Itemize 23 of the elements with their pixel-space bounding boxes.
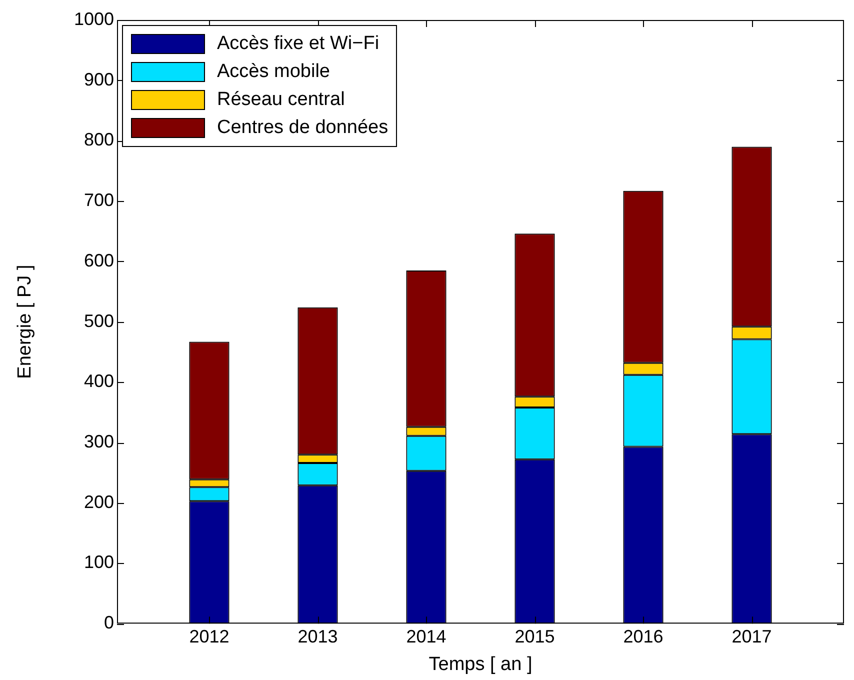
x-tick-label: 2016 xyxy=(623,626,664,646)
y-tick-label: 0 xyxy=(104,612,114,633)
y-tick-label: 600 xyxy=(84,250,114,270)
y-tick-label: 200 xyxy=(84,492,114,512)
legend-label: Accès fixe et Wi−Fi xyxy=(217,33,380,55)
x-tick-label: 2012 xyxy=(189,626,230,646)
x-tick-label: 2013 xyxy=(298,626,338,646)
y-tick-label: 300 xyxy=(84,431,114,452)
x-tick-label: 2015 xyxy=(514,626,555,646)
y-tick-label: 100 xyxy=(84,552,114,572)
y-tick-label: 500 xyxy=(84,310,114,331)
x-tick-label: 2017 xyxy=(732,626,772,646)
legend-label: Centres de données xyxy=(217,117,388,139)
y-tick-label: 900 xyxy=(84,69,114,90)
y-tick-label: 1000 xyxy=(74,8,114,29)
legend-label: Réseau central xyxy=(217,89,345,111)
x-axis-title: Temps [ an ] xyxy=(428,654,532,675)
legend-label: Accès mobile xyxy=(217,61,330,83)
y-axis-title: Energie [ PJ ] xyxy=(14,264,36,379)
y-tick-label: 700 xyxy=(84,190,114,210)
y-tick-label: 400 xyxy=(84,371,114,392)
x-tick-label: 2014 xyxy=(406,626,446,646)
y-tick-label: 800 xyxy=(84,130,114,150)
